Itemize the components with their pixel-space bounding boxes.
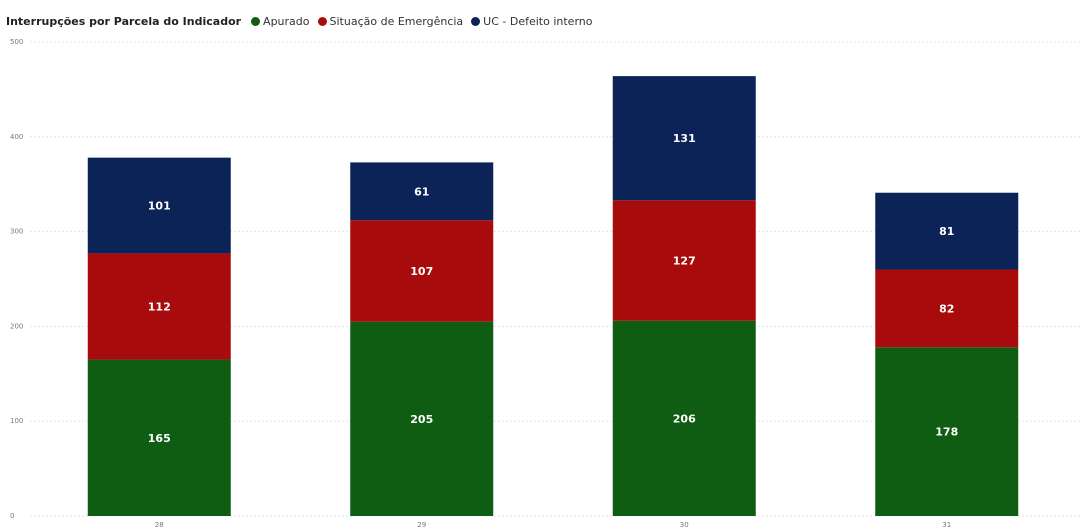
bar-segment [350, 220, 494, 322]
legend-dot-icon [471, 16, 481, 26]
bar-segment [612, 200, 756, 321]
y-tick-label: 200 [10, 322, 23, 330]
y-tick-label: 400 [10, 133, 23, 141]
bar-segment [87, 359, 231, 516]
data-label: 81 [939, 225, 954, 238]
legend-item-uc-defeito-interno[interactable]: UC - Defeito interno [471, 15, 592, 28]
bar-segment [612, 76, 756, 201]
data-label: 127 [673, 255, 696, 268]
y-tick-label: 100 [10, 417, 23, 425]
bar-segment [350, 162, 494, 221]
bar-segment [612, 320, 756, 516]
y-tick-label: 500 [10, 38, 23, 46]
data-label: 112 [148, 300, 171, 313]
bar-segment [87, 157, 231, 254]
x-tick-label: 31 [942, 521, 951, 529]
legend-dot-icon [317, 16, 327, 26]
data-label: 206 [673, 412, 696, 425]
legend-label: Apurado [263, 14, 310, 28]
data-label: 165 [148, 432, 171, 445]
legend-item-situacao-emergencia[interactable]: Situação de Emergência [317, 14, 464, 28]
x-tick-label: 29 [417, 521, 426, 529]
bar-segment [87, 253, 231, 360]
bar-segment [875, 192, 1019, 270]
legend: Apurado Situação de Emergência UC - Defe… [251, 15, 592, 28]
bar-segment [875, 347, 1019, 516]
data-label: 61 [414, 185, 429, 198]
y-tick-label: 300 [10, 228, 23, 236]
data-label: 107 [410, 265, 433, 278]
chart-header: Interrupções por Parcela do Indicador Ap… [6, 12, 592, 30]
legend-item-apurado[interactable]: Apurado [251, 14, 310, 28]
data-label: 131 [673, 132, 696, 145]
bar-segment [875, 269, 1019, 348]
data-label: 205 [410, 413, 433, 426]
legend-dot-icon [251, 16, 261, 26]
chart-title: Interrupções por Parcela do Indicador [6, 14, 242, 28]
data-label: 82 [939, 302, 954, 315]
legend-label: UC - Defeito interno [483, 14, 593, 28]
data-label: 178 [935, 426, 958, 439]
legend-label: Situação de Emergência [329, 14, 464, 28]
x-tick-label: 28 [155, 521, 164, 529]
y-tick-label: 0 [10, 512, 14, 520]
bar-segment [350, 321, 494, 516]
data-label: 101 [148, 200, 171, 213]
x-tick-label: 30 [680, 521, 689, 529]
